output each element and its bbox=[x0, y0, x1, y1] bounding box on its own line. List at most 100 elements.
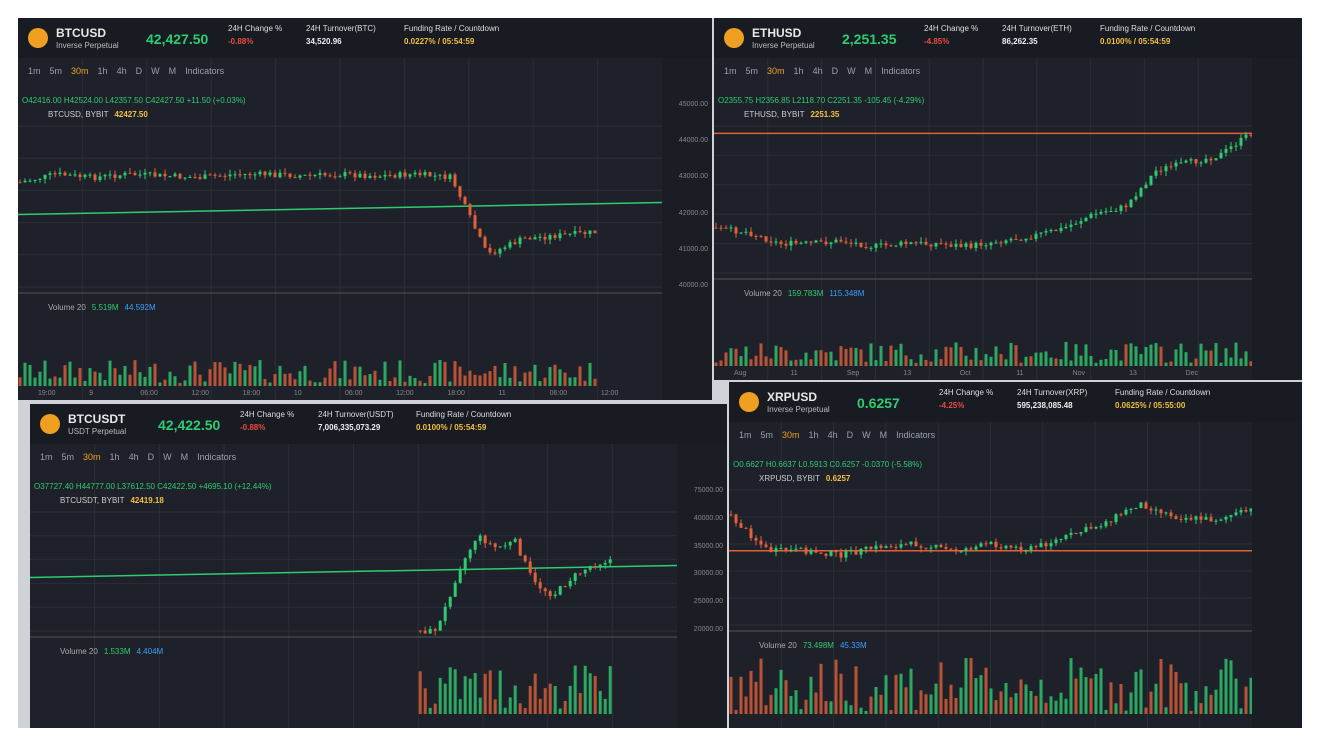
candle bbox=[208, 174, 212, 176]
candle bbox=[553, 594, 557, 597]
timeframe-button[interactable]: 5m bbox=[61, 452, 75, 462]
timeframe-button[interactable]: 4h bbox=[812, 66, 823, 76]
timeframe-button[interactable]: W bbox=[862, 430, 871, 440]
candle bbox=[343, 172, 347, 177]
candle bbox=[543, 236, 547, 240]
timeframe-button[interactable]: 1m bbox=[28, 66, 41, 76]
indicators-button[interactable]: Indicators bbox=[197, 452, 237, 462]
timeframe-button[interactable]: 1h bbox=[793, 66, 804, 76]
timeframe-button[interactable]: 5m bbox=[49, 66, 63, 76]
timeframe-button[interactable]: W bbox=[163, 452, 172, 462]
volume-bar bbox=[729, 348, 733, 366]
timeframe-button[interactable]: 1m bbox=[739, 430, 752, 440]
candle bbox=[383, 174, 387, 177]
volume-bar bbox=[924, 694, 928, 714]
candle bbox=[1139, 502, 1143, 509]
timeframe-button[interactable]: W bbox=[151, 66, 160, 76]
timeframe-button[interactable]: 1h bbox=[808, 430, 819, 440]
candle bbox=[874, 545, 878, 550]
pair-price: 2251.35 bbox=[810, 110, 840, 119]
timeframe-button[interactable]: M bbox=[180, 452, 189, 462]
timeframe-button[interactable]: D bbox=[147, 452, 155, 462]
volume-bar bbox=[879, 345, 883, 366]
volume-bar bbox=[969, 359, 973, 366]
candle bbox=[894, 547, 898, 549]
stat-value: 0.0227% / 05:54:59 bbox=[404, 37, 475, 46]
candle bbox=[1169, 166, 1173, 168]
candle bbox=[1194, 159, 1198, 164]
volume-bar bbox=[1164, 707, 1168, 714]
candle bbox=[1214, 158, 1218, 161]
volume-bar bbox=[1249, 677, 1253, 714]
volume-bar bbox=[483, 373, 487, 386]
timeframe-button[interactable]: 1m bbox=[724, 66, 737, 76]
symbol[interactable]: BTCUSD bbox=[56, 26, 106, 40]
timeframe-button[interactable]: 30m bbox=[71, 66, 89, 76]
candle bbox=[969, 548, 973, 550]
symbol[interactable]: BTCUSDT bbox=[68, 412, 126, 426]
candle bbox=[1154, 509, 1158, 511]
volume-bar bbox=[1019, 362, 1023, 366]
candle bbox=[934, 544, 938, 548]
indicators-button[interactable]: Indicators bbox=[185, 66, 225, 76]
volume-bar bbox=[378, 379, 382, 386]
timeframe-button[interactable]: M bbox=[879, 430, 888, 440]
candle bbox=[333, 176, 337, 178]
volume-bar bbox=[423, 382, 427, 386]
indicators-button[interactable]: Indicators bbox=[896, 430, 936, 440]
volume-bar bbox=[298, 371, 302, 386]
symbol[interactable]: XRPUSD bbox=[767, 390, 818, 404]
timeframe-button[interactable]: 4h bbox=[116, 66, 127, 76]
volume-value: 44.592M bbox=[124, 303, 156, 312]
candle bbox=[338, 176, 342, 178]
candle bbox=[243, 173, 247, 175]
stat: Funding Rate / Countdown 0.0227% / 05:54:… bbox=[404, 24, 499, 46]
candle bbox=[258, 171, 262, 175]
volume-bar bbox=[113, 368, 117, 386]
timeframe-button[interactable]: 4h bbox=[128, 452, 139, 462]
candle bbox=[944, 546, 948, 549]
candle bbox=[183, 177, 187, 179]
toolbar: 1m 5m 30m 1h 4h D W M Indicators bbox=[40, 452, 245, 462]
last-price: 42,427.50 bbox=[146, 31, 209, 47]
volume-bar bbox=[1084, 677, 1088, 714]
volume-bar bbox=[1184, 352, 1188, 366]
timeframe-button[interactable]: 5m bbox=[760, 430, 774, 440]
timeframe-button[interactable]: W bbox=[847, 66, 856, 76]
chart-panel: BTCUSD Inverse Perpetual 42,427.50 24H Chan… bbox=[18, 18, 712, 400]
timeframe-button[interactable]: D bbox=[846, 430, 854, 440]
candle bbox=[1234, 145, 1238, 147]
timeframe-button[interactable]: 4h bbox=[827, 430, 838, 440]
symbol[interactable]: ETHUSD bbox=[752, 26, 802, 40]
volume-bar bbox=[914, 362, 918, 366]
candle bbox=[518, 237, 522, 245]
volume-bar bbox=[1109, 349, 1113, 366]
timeframe-button[interactable]: D bbox=[135, 66, 143, 76]
timeframe-button[interactable]: 1m bbox=[40, 452, 53, 462]
volume-bar bbox=[128, 374, 132, 386]
candle bbox=[1034, 233, 1038, 239]
candle bbox=[178, 173, 182, 179]
timeframe-button[interactable]: D bbox=[831, 66, 839, 76]
timeframe-button[interactable]: 30m bbox=[782, 430, 800, 440]
candle bbox=[53, 173, 57, 175]
stat: 24H Change % -4.25% bbox=[939, 388, 993, 410]
volume-bar bbox=[929, 361, 933, 366]
indicators-button[interactable]: Indicators bbox=[881, 66, 921, 76]
candle bbox=[899, 544, 903, 548]
volume-bar bbox=[814, 350, 818, 366]
timeframe-button[interactable]: M bbox=[168, 66, 177, 76]
candle bbox=[814, 240, 818, 243]
stat-value: -4.85% bbox=[924, 37, 950, 46]
volume-bar bbox=[1069, 658, 1073, 714]
volume-bar bbox=[754, 681, 758, 714]
timeframe-button[interactable]: 30m bbox=[767, 66, 785, 76]
timeframe-button[interactable]: 1h bbox=[109, 452, 120, 462]
timeframe-button[interactable]: 5m bbox=[745, 66, 759, 76]
timeframe-button[interactable]: 1h bbox=[97, 66, 108, 76]
x-tick-label: 06:00 bbox=[140, 390, 158, 397]
timeframe-button[interactable]: 30m bbox=[83, 452, 101, 462]
timeframe-button[interactable]: M bbox=[864, 66, 873, 76]
stat: Funding Rate / Countdown 0.0100% / 05:54:… bbox=[416, 410, 511, 432]
volume-bar bbox=[578, 692, 582, 714]
